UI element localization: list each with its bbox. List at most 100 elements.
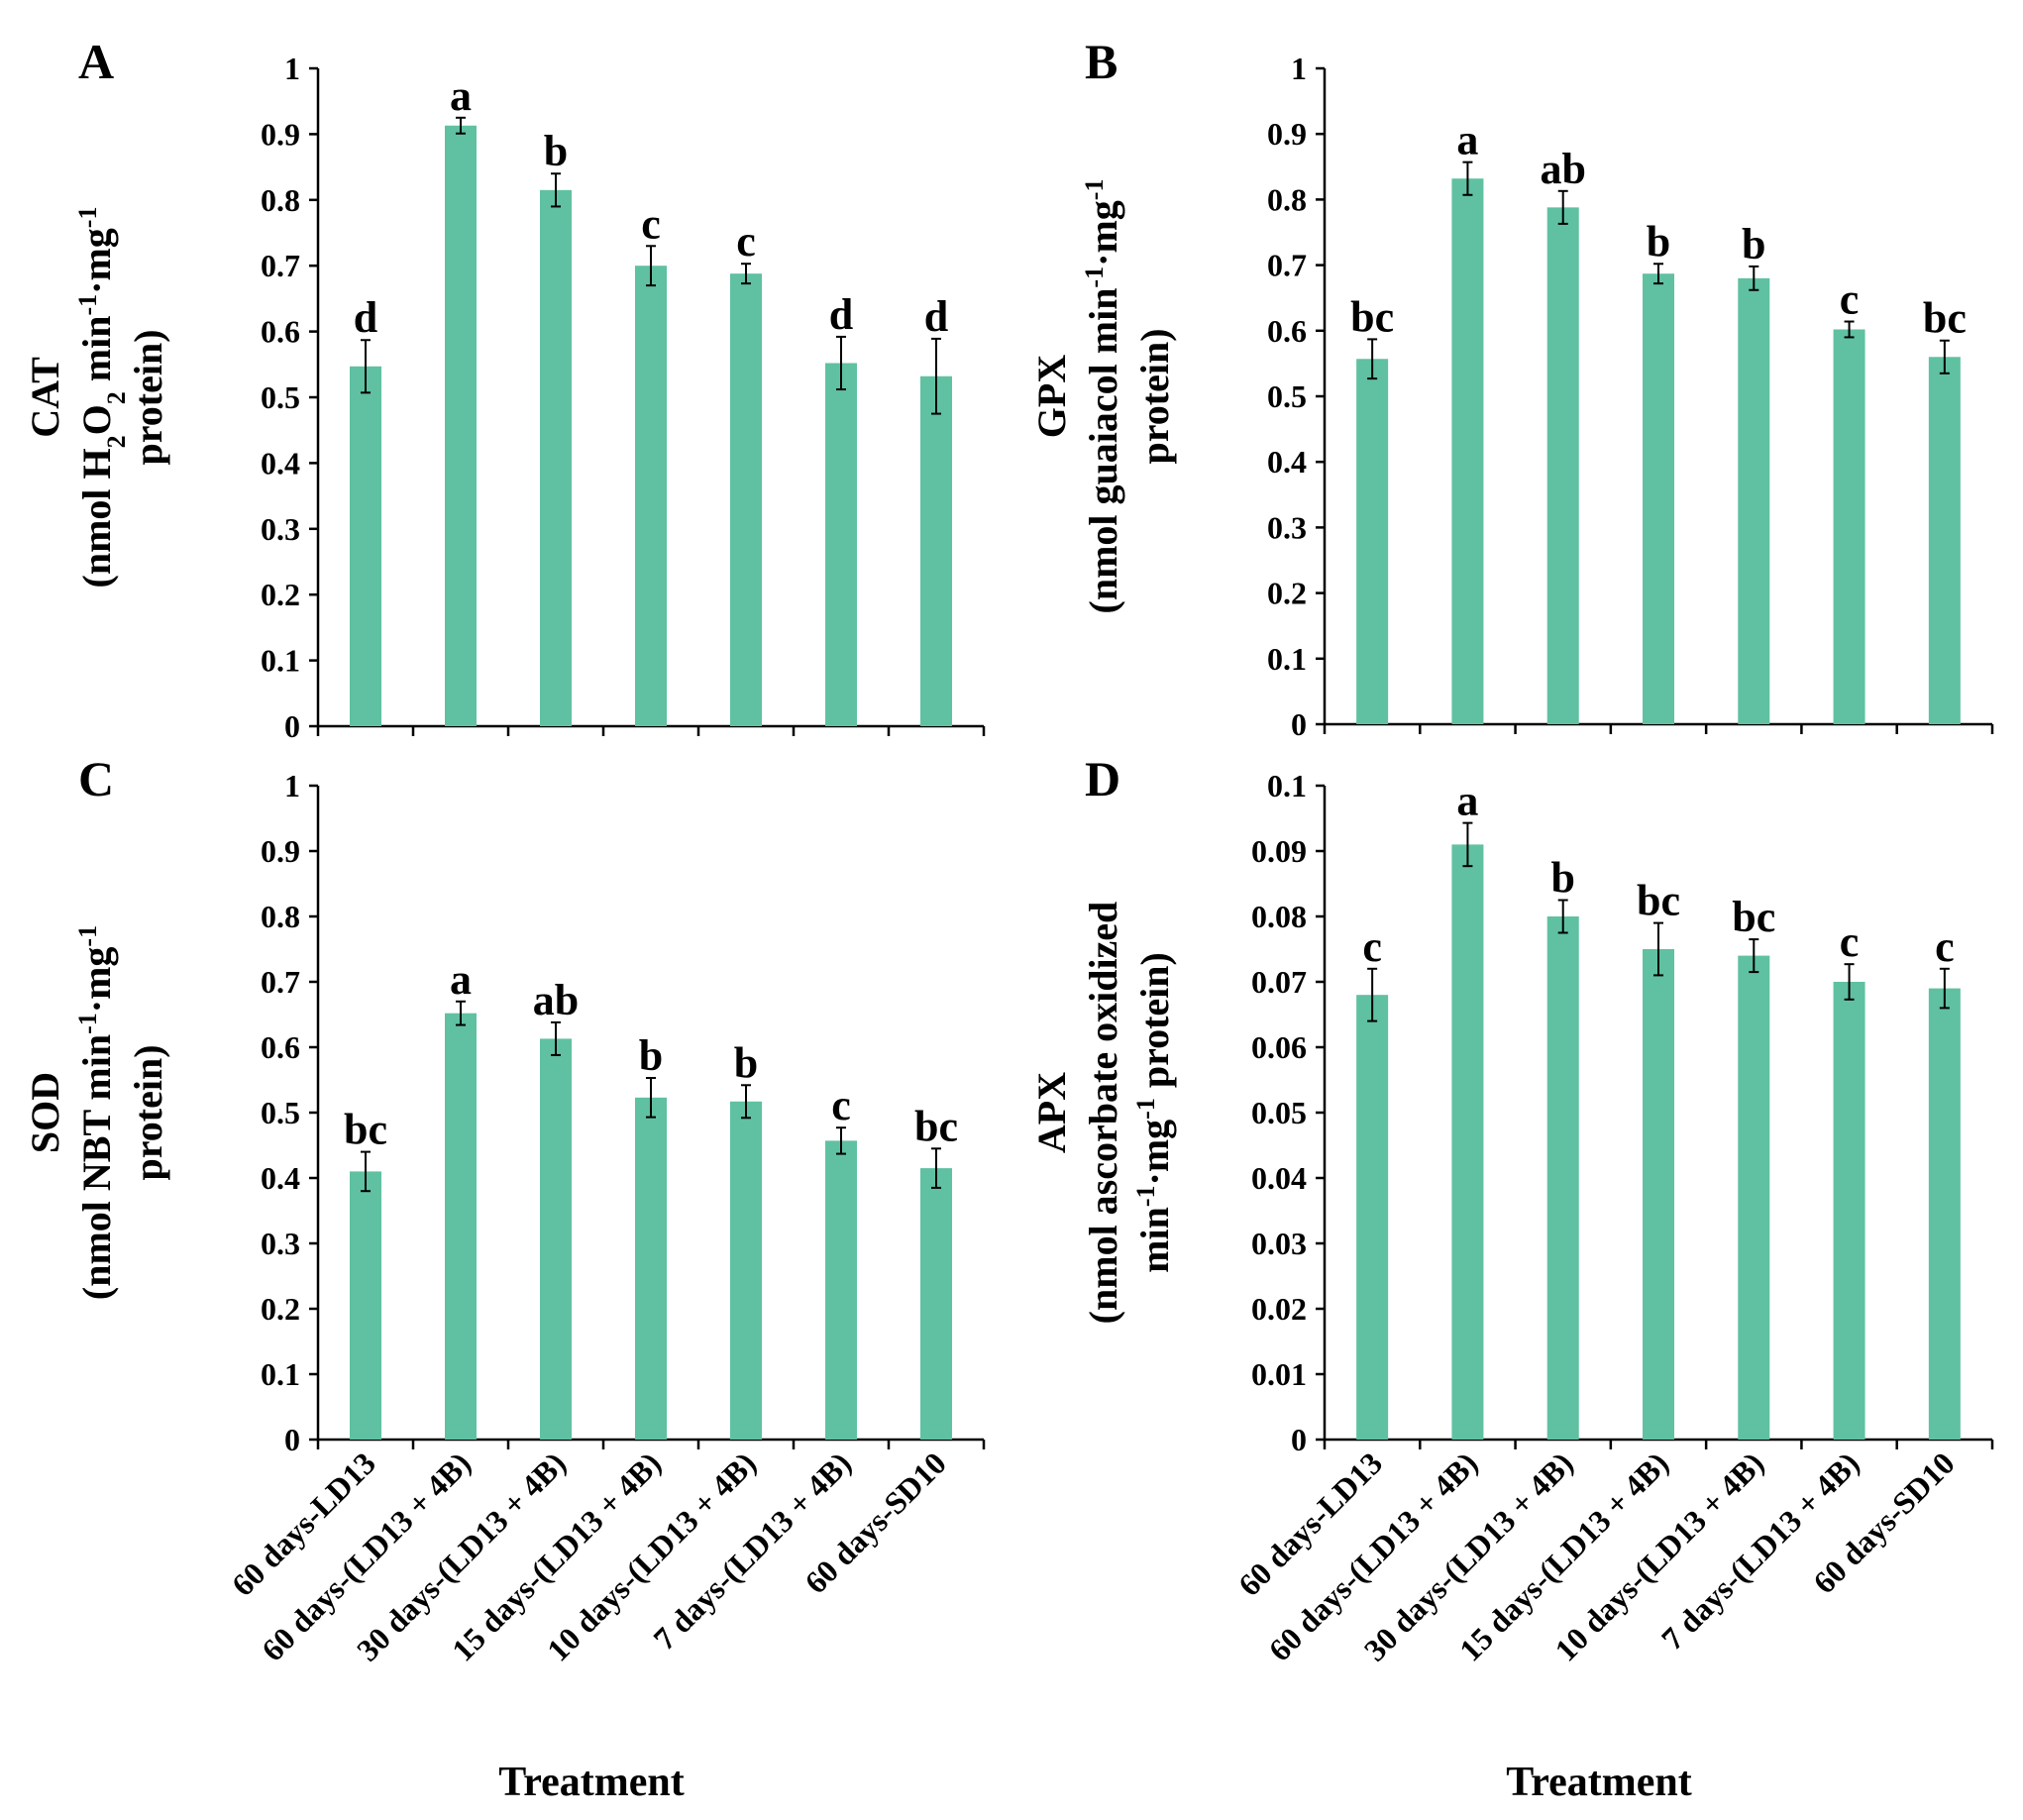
y-tick-label: 1 (1291, 51, 1307, 86)
y-axis-label-part: SOD (23, 1072, 67, 1153)
y-tick-label: 0.1 (261, 1356, 300, 1392)
significance-letter: b (1550, 854, 1574, 903)
y-axis-label: min-1·mg-1 protein) (1131, 952, 1178, 1273)
y-axis-label-part: (nmol NBT min (74, 1034, 119, 1300)
significance-letter: ab (533, 976, 579, 1024)
y-tick-label: 0.04 (1251, 1160, 1307, 1196)
significance-letter: a (1456, 116, 1478, 164)
y-tick-label: 0.08 (1251, 899, 1307, 934)
significance-letter: c (1362, 922, 1382, 971)
y-tick-label: 0.5 (1267, 378, 1307, 414)
y-axis-label: protein) (126, 329, 170, 465)
y-tick-label: 0.4 (261, 1160, 300, 1196)
y-axis-label-part: ·mg (74, 228, 119, 294)
panel-B: B 0 0.1 0.2 0.3 0.4 0.5 0.6 0.7 0.8 0.9 1 GPX (nmol g… (1029, 34, 1994, 742)
y-axis-label: protein) (1132, 328, 1177, 464)
bar (1451, 844, 1484, 1440)
significance-letter: c (736, 217, 756, 266)
bar (1738, 955, 1770, 1440)
y-axis-label: (nmol H2O2 min-1·mg-1 (73, 207, 131, 589)
y-tick-label: 0.4 (1267, 444, 1307, 480)
y-tick-label: 0.1 (1267, 768, 1307, 803)
y-axis-label-part: (nmol guaiacol min (1081, 288, 1125, 614)
panel-label: D (1085, 751, 1120, 806)
y-tick-label: 0 (284, 1422, 300, 1457)
y-axis-label-part: protein) (1132, 328, 1177, 464)
panel-label: B (1085, 34, 1118, 89)
y-axis-label-part: -1 (73, 207, 102, 229)
significance-letter: b (639, 1031, 663, 1080)
bar (1356, 995, 1389, 1440)
x-axis-label: Treatment (1506, 1760, 1691, 1805)
panel-A: A 0 0.1 0.2 0.3 0.4 0.5 0.6 0.7 0.8 0.9 1 CAT(nmol H… (23, 34, 986, 744)
bar (825, 1140, 857, 1440)
y-axis-label: (nmol guaiacol min-1·mg-1 (1080, 179, 1126, 614)
y-tick-label: 0.9 (261, 116, 300, 152)
y-tick-label: 0.8 (261, 182, 300, 218)
significance-letter: d (924, 292, 948, 341)
y-axis-label: (nmol NBT min-1·mg-1 (73, 925, 120, 1300)
bar (350, 366, 381, 726)
y-axis-label-part: -1 (1080, 267, 1109, 288)
y-axis-label-part: 2 (102, 391, 131, 404)
significance-letter: a (450, 71, 472, 120)
y-axis-label-part: ·mg (74, 947, 119, 1014)
bar (635, 1097, 667, 1440)
y-tick-label: 0.6 (261, 314, 300, 350)
y-axis-label-part: -1 (1131, 1098, 1160, 1120)
y-tick-label: 0.5 (261, 1095, 300, 1130)
panel-label: C (78, 751, 114, 806)
y-tick-label: 0.9 (261, 833, 300, 869)
bar (540, 1038, 572, 1440)
bar (1643, 949, 1674, 1440)
y-axis-label-part: min (1132, 1207, 1177, 1273)
significance-letter: bc (914, 1102, 958, 1150)
significance-letter: c (831, 1081, 851, 1129)
y-tick-label: 0.6 (261, 1029, 300, 1065)
y-axis-label-part: CAT (23, 357, 67, 438)
y-tick-label: 0.05 (1251, 1095, 1307, 1130)
y-tick-label: 0.1 (1267, 641, 1307, 677)
y-axis-label-part: protein) (126, 1044, 170, 1180)
y-axis-label: SOD (23, 1072, 67, 1153)
y-tick-label: 0.02 (1251, 1291, 1307, 1327)
significance-letter: bc (1350, 292, 1394, 341)
y-tick-label: 0.4 (261, 445, 300, 481)
y-tick-label: 0.6 (1267, 313, 1307, 349)
significance-letter: bc (1732, 893, 1775, 941)
y-axis-label-part: ·mg (1081, 200, 1125, 267)
significance-letter: bc (1923, 294, 1967, 343)
y-tick-label: 0 (1291, 706, 1307, 742)
y-tick-label: 0.07 (1251, 964, 1307, 1000)
y-tick-label: 0.7 (1267, 248, 1307, 283)
y-tick-label: 1 (284, 768, 300, 803)
y-axis-label-part: protein) (1132, 952, 1177, 1098)
bar (920, 1168, 952, 1440)
bar (350, 1171, 381, 1440)
y-axis-label-part: ·mg (1132, 1120, 1177, 1186)
y-tick-label: 0.9 (1267, 116, 1307, 152)
y-axis-label-part: GPX (1029, 355, 1074, 439)
significance-letter: c (1840, 917, 1860, 966)
bar (920, 375, 952, 726)
significance-letter: b (1647, 217, 1670, 266)
significance-letter: a (450, 955, 472, 1004)
y-tick-label: 0.3 (261, 1226, 300, 1261)
y-axis-label-part: -1 (73, 925, 102, 947)
bar (1643, 273, 1674, 724)
bar (1451, 178, 1484, 724)
bar (1928, 988, 1961, 1440)
bar (635, 266, 667, 726)
y-axis-label: protein) (126, 1044, 170, 1180)
y-axis-label: APX (1029, 1072, 1074, 1153)
y-axis-label-part: (nmol H (74, 448, 119, 588)
y-tick-label: 0.3 (1267, 509, 1307, 545)
bar (730, 1101, 762, 1440)
x-axis-label: Treatment (498, 1760, 684, 1805)
y-tick-label: 0.2 (261, 1291, 300, 1327)
y-tick-label: 0 (284, 708, 300, 744)
y-axis-label-part: min (74, 316, 119, 392)
y-axis-label-part: 2 (102, 435, 131, 448)
y-tick-label: 0.2 (261, 577, 300, 612)
